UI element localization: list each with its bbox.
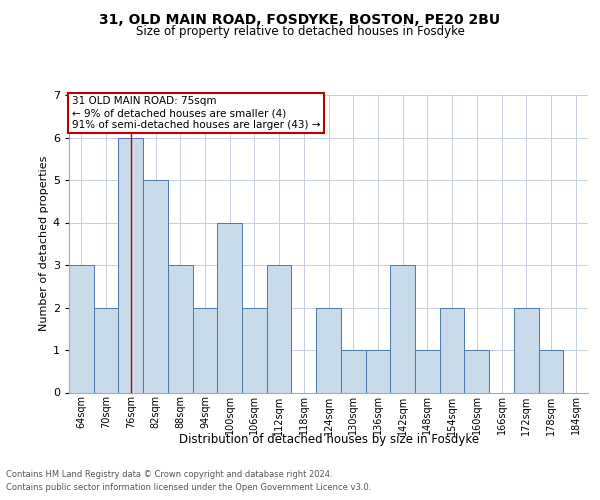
Bar	[217, 222, 242, 392]
Bar	[341, 350, 365, 393]
Y-axis label: Number of detached properties: Number of detached properties	[38, 156, 49, 332]
Text: Distribution of detached houses by size in Fosdyke: Distribution of detached houses by size …	[179, 432, 479, 446]
Bar	[415, 350, 440, 393]
Bar	[539, 350, 563, 393]
Text: Contains public sector information licensed under the Open Government Licence v3: Contains public sector information licen…	[6, 482, 371, 492]
Bar	[143, 180, 168, 392]
Bar	[69, 265, 94, 392]
Bar	[316, 308, 341, 392]
Bar	[193, 308, 217, 392]
Bar	[267, 265, 292, 392]
Bar	[94, 308, 118, 392]
Text: Contains HM Land Registry data © Crown copyright and database right 2024.: Contains HM Land Registry data © Crown c…	[6, 470, 332, 479]
Bar	[365, 350, 390, 393]
Text: Size of property relative to detached houses in Fosdyke: Size of property relative to detached ho…	[136, 25, 464, 38]
Bar	[514, 308, 539, 392]
Text: 31 OLD MAIN ROAD: 75sqm
← 9% of detached houses are smaller (4)
91% of semi-deta: 31 OLD MAIN ROAD: 75sqm ← 9% of detached…	[71, 96, 320, 130]
Bar	[464, 350, 489, 393]
Text: 31, OLD MAIN ROAD, FOSDYKE, BOSTON, PE20 2BU: 31, OLD MAIN ROAD, FOSDYKE, BOSTON, PE20…	[100, 12, 500, 26]
Bar	[242, 308, 267, 392]
Bar	[390, 265, 415, 392]
Bar	[440, 308, 464, 392]
Bar	[168, 265, 193, 392]
Bar	[118, 138, 143, 392]
